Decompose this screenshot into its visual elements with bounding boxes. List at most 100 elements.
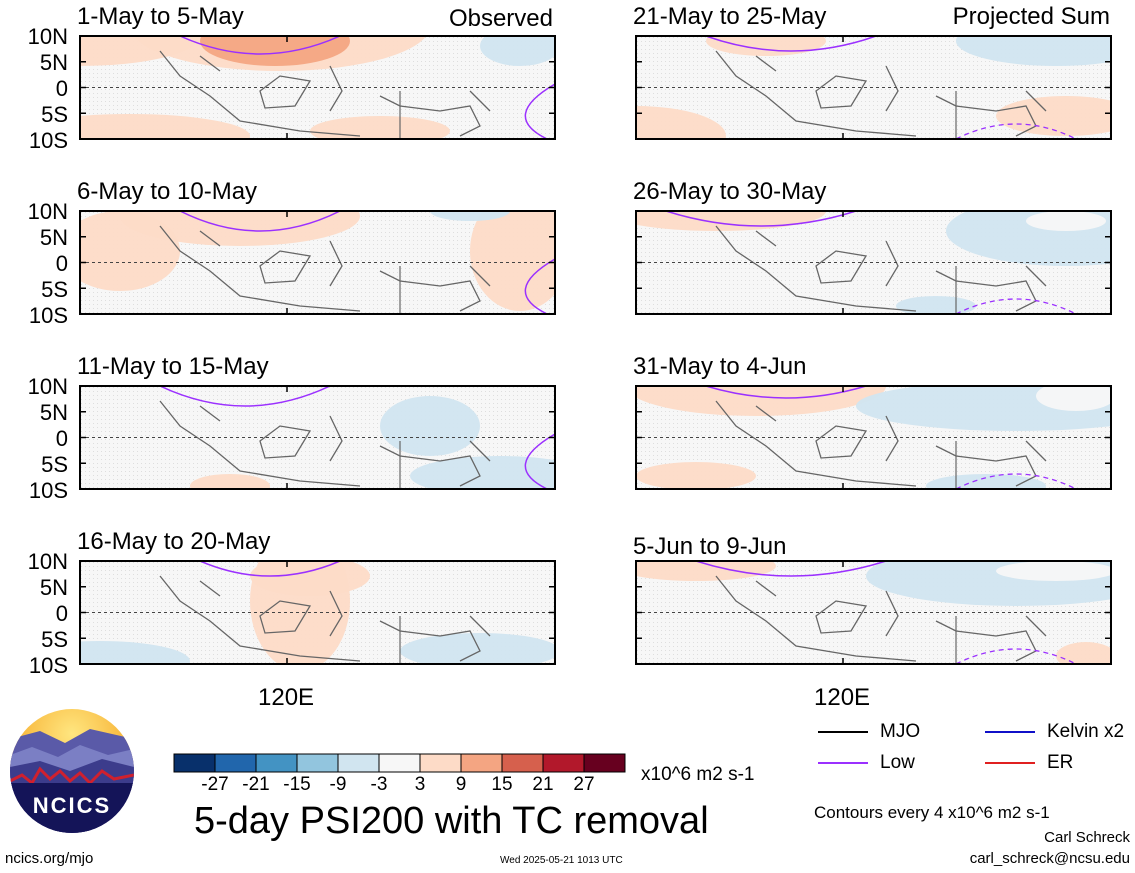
anomaly-shading <box>200 36 350 66</box>
logo-text: NCICS <box>32 793 112 818</box>
low-contour <box>665 211 857 227</box>
field-layer <box>636 386 1111 489</box>
anomaly-shading <box>380 396 480 456</box>
colorbar-tick-label: -27 <box>201 774 228 792</box>
panel-label: Observed <box>448 5 553 32</box>
low-contour <box>524 433 555 489</box>
colorbar-tick-label: -3 <box>371 774 388 792</box>
panel-title: 11-May to 15-May <box>77 353 269 380</box>
low-contour-dashed <box>955 473 1077 489</box>
lat-tick-label: 10S <box>28 128 68 153</box>
panel-title: 16-May to 20-May <box>77 528 271 555</box>
contour-note: Contours every 4 x10^6 m2 s-1 <box>814 803 1050 822</box>
main-title: 5-day PSI200 with TC removal <box>194 800 709 842</box>
anomaly-shading <box>480 36 555 66</box>
lat-tick-label: 5N <box>39 575 68 600</box>
anomaly-shading <box>430 211 510 221</box>
colorbar-swatch <box>542 753 585 773</box>
colorbar-tick-label: -9 <box>330 774 347 792</box>
author: Carl Schreck <box>1044 829 1130 846</box>
coastline <box>159 50 491 137</box>
logo-graphic <box>10 709 134 833</box>
anomaly-shading <box>410 456 555 489</box>
field-layer <box>80 211 555 314</box>
map-panel <box>79 385 556 490</box>
low-contour <box>695 561 887 577</box>
lat-tick-label: 0 <box>55 76 68 101</box>
colorbar-swatch <box>296 753 339 773</box>
panel-title: 6-May to 10-May <box>77 178 258 205</box>
colorbar-swatch <box>501 753 544 773</box>
panel-label: Projected Sum <box>952 3 1110 30</box>
coastline <box>159 575 491 662</box>
anomaly-shading <box>636 386 886 416</box>
coastline <box>715 400 1047 487</box>
lat-tick-label: 10N <box>27 374 68 399</box>
lat-tick-label: 10S <box>28 478 68 503</box>
panel-title: 5-Jun to 9-Jun <box>633 533 787 560</box>
url: ncics.org/mjo <box>5 850 94 867</box>
coastline <box>159 400 491 487</box>
anomaly-shading <box>996 561 1111 581</box>
colorbar-tick-label: 15 <box>491 774 512 792</box>
coastline <box>715 50 1047 137</box>
low-contour <box>705 36 877 52</box>
low-contour <box>199 561 341 577</box>
lat-tick-label: 10N <box>27 199 68 224</box>
lat-tick-label: 5S <box>41 627 68 652</box>
anomaly-shading <box>470 211 555 311</box>
low-contour <box>159 386 331 407</box>
colorbar: -27 -21 -15 -9 -3 3 9 15 21 27 <box>173 753 626 792</box>
colorbar-swatch <box>337 753 380 773</box>
legend-er: ER <box>1047 752 1074 773</box>
lat-tick-label: 10S <box>28 303 68 328</box>
lon-tick-label: 120E <box>258 684 315 711</box>
lat-tick-label: 5N <box>39 400 68 425</box>
anomaly-shading <box>926 474 1046 489</box>
panel-title: 21-May to 25-May <box>633 3 827 30</box>
colorbar-swatch <box>173 753 216 773</box>
legend-kelvin: Kelvin x2 <box>1047 721 1125 742</box>
colorbar-tick-label: -21 <box>242 774 269 792</box>
anomaly-shading <box>120 211 360 246</box>
field-layer <box>636 561 1111 664</box>
anomaly-shading <box>1036 386 1111 411</box>
email: carl_schreck@ncsu.edu <box>969 850 1130 867</box>
anomaly-shading <box>250 561 370 596</box>
anomaly-shading <box>636 561 776 581</box>
low-contour <box>179 36 341 55</box>
lat-tick-label: 10N <box>27 549 68 574</box>
lon-tick-label: 120E <box>814 684 871 711</box>
colorbar-swatch <box>583 753 626 773</box>
low-contour <box>705 386 867 399</box>
anomaly-shading <box>996 96 1111 136</box>
colorbar-tick-label: 21 <box>532 774 553 792</box>
anomaly-shading <box>956 36 1111 66</box>
field-layer <box>80 561 555 664</box>
map-panel <box>635 210 1112 315</box>
low-contour-dashed <box>955 298 1077 314</box>
low-contour-dashed <box>955 648 1077 664</box>
anomaly-shading <box>636 106 726 139</box>
colorbar-swatch <box>255 753 298 773</box>
colorbar-tick-label: 3 <box>415 774 426 792</box>
lat-tick-label: 5S <box>41 102 68 127</box>
field-layer <box>80 386 555 489</box>
map-panel <box>635 560 1112 665</box>
anomaly-shading <box>400 633 555 664</box>
colorbar-tick-label: 27 <box>573 774 594 792</box>
map-panel <box>635 385 1112 490</box>
low-contour-dashed <box>955 123 1077 139</box>
lat-tick-label: 10N <box>27 24 68 49</box>
anomaly-shading <box>1056 642 1111 664</box>
anomaly-shading <box>80 641 190 664</box>
legend-mjo: MJO <box>880 721 921 742</box>
panel-title: 1-May to 5-May <box>77 3 244 30</box>
ncics-logo: NCICS <box>10 709 134 833</box>
anomaly-shading <box>310 116 450 139</box>
field-layer <box>80 36 555 139</box>
lat-tick-label: 5N <box>39 50 68 75</box>
anomaly-shading <box>636 462 756 489</box>
